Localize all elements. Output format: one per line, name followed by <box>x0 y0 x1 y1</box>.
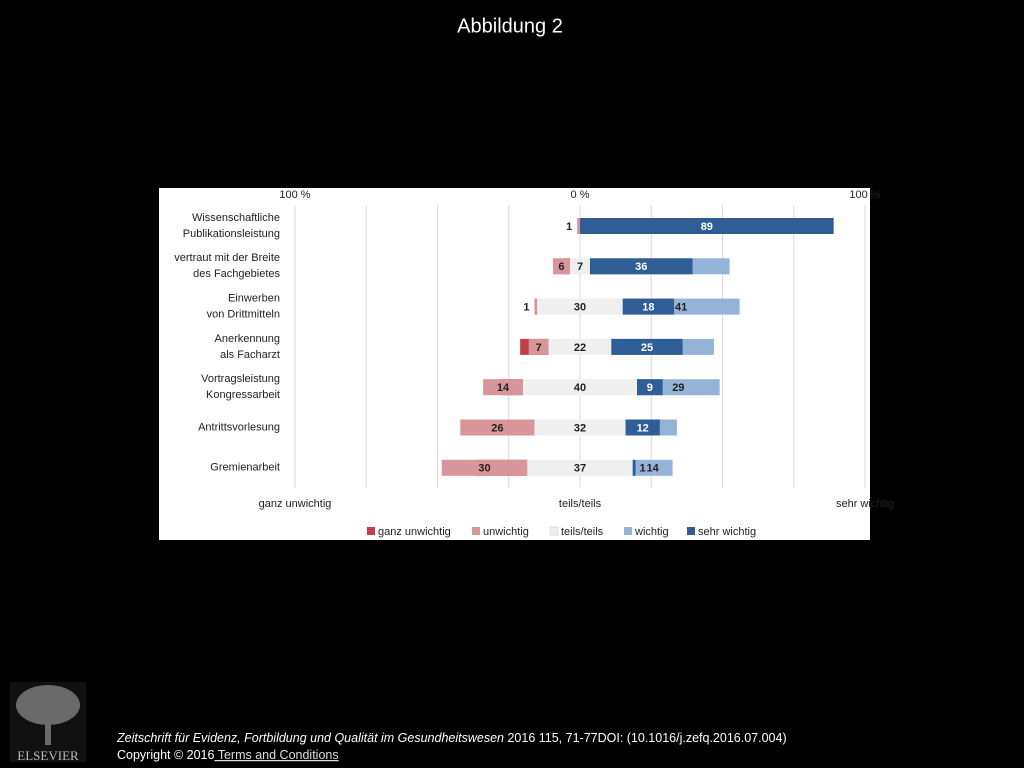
x-tick-label: 0 % <box>571 189 590 201</box>
bar-segment <box>528 338 549 355</box>
legend-swatch <box>367 527 375 535</box>
bar-segment <box>441 459 528 476</box>
bar-segment <box>523 379 637 396</box>
value-label: 29 <box>672 382 684 394</box>
bar-segment <box>548 338 612 355</box>
bar-segment <box>580 218 834 234</box>
axis-end-label: ganz unwichtig <box>259 498 332 510</box>
bar-segment <box>611 338 683 355</box>
bar-segment <box>589 258 693 275</box>
legend-label: ganz unwichtig <box>378 526 451 538</box>
legend-swatch <box>472 527 480 535</box>
citation: Zeitschrift für Evidenz, Fortbildung und… <box>116 731 787 745</box>
value-label: 1 <box>523 302 529 314</box>
axis-end-label: teils/teils <box>559 498 602 510</box>
legend-label: unwichtig <box>483 526 529 538</box>
value-label: 14 <box>497 382 510 394</box>
bar-segment <box>622 298 675 315</box>
value-label: 25 <box>641 342 653 354</box>
copyright-line: Copyright © 2016 Terms and Conditions <box>117 748 339 762</box>
value-label: 41 <box>675 302 687 314</box>
value-label: 18 <box>642 302 654 314</box>
logo-trunk <box>45 715 51 745</box>
value-label: 7 <box>536 342 542 354</box>
value-label: 32 <box>574 422 586 434</box>
value-label: 7 <box>577 261 583 273</box>
bar-segment <box>460 419 535 436</box>
value-label: 36 <box>635 261 647 273</box>
value-label: 9 <box>647 382 653 394</box>
value-label: 1 <box>640 463 646 475</box>
publisher: ELSEVIER <box>17 748 79 763</box>
axis-end-label: sehr wichtig <box>836 498 894 510</box>
bar-segment <box>637 379 663 396</box>
terms-link[interactable]: Terms and Conditions <box>214 748 338 762</box>
category-label: Gremienarbeit <box>210 462 280 474</box>
category-label: von Drittmitteln <box>207 309 280 321</box>
bar-segment <box>483 379 523 396</box>
x-tick-label: 100 % <box>279 189 310 201</box>
category-label: des Fachgebietes <box>193 268 280 280</box>
logo-tree <box>16 685 80 725</box>
citation-detail: 2016 115, 71-77DOI: (10.1016/j.zefq.2016… <box>504 731 787 745</box>
value-label: 30 <box>478 463 490 475</box>
bar-segment <box>537 298 623 315</box>
value-label: 40 <box>574 382 586 394</box>
chart-background <box>159 188 870 540</box>
category-label: vertraut mit der Breite <box>174 252 280 264</box>
value-label: 6 <box>558 261 564 273</box>
value-label: 26 <box>491 422 503 434</box>
legend-label: wichtig <box>634 526 669 538</box>
bar-segment <box>552 258 571 275</box>
value-label: 89 <box>701 221 713 233</box>
journal: Zeitschrift für Evidenz, Fortbildung und… <box>116 731 504 745</box>
copyright: Copyright © 2016 <box>117 748 215 762</box>
value-label: 14 <box>647 463 660 475</box>
category-label: Einwerben <box>228 293 280 305</box>
slide-title: Abbildung 2 <box>457 15 563 37</box>
bar-segment <box>534 298 538 315</box>
bar-segment <box>527 459 633 476</box>
bar-segment <box>577 218 580 234</box>
legend-swatch <box>687 527 695 535</box>
logo: ELSEVIER <box>10 682 86 763</box>
legend-swatch <box>549 526 559 536</box>
bar-segment <box>632 459 636 476</box>
x-tick-label: 100 % <box>849 189 880 201</box>
category-label: als Facharzt <box>220 349 280 361</box>
category-label: Antrittsvorlesung <box>198 421 280 433</box>
value-label: 37 <box>574 463 586 475</box>
value-label: 1 <box>566 221 572 233</box>
value-label: 12 <box>637 422 649 434</box>
bar-segment <box>632 459 673 476</box>
legend-label: sehr wichtig <box>698 526 756 538</box>
value-label: 22 <box>574 342 586 354</box>
bar-segment <box>570 258 590 275</box>
bar-segment <box>625 419 660 436</box>
value-label: 30 <box>574 302 586 314</box>
category-label: Wissenschaftliche <box>192 212 280 224</box>
legend-label: teils/teils <box>561 526 604 538</box>
bar-segment <box>534 419 626 436</box>
category-label: Publikationsleistung <box>183 228 280 240</box>
legend-swatch <box>624 527 632 535</box>
chart: 100 % ganz unwichtig 0 % teils/teils 100 % se… <box>174 189 894 538</box>
category-label: Vortragsleistung <box>201 373 280 385</box>
category-label: Kongressarbeit <box>206 389 280 401</box>
category-label: Anerkennung <box>215 333 280 345</box>
